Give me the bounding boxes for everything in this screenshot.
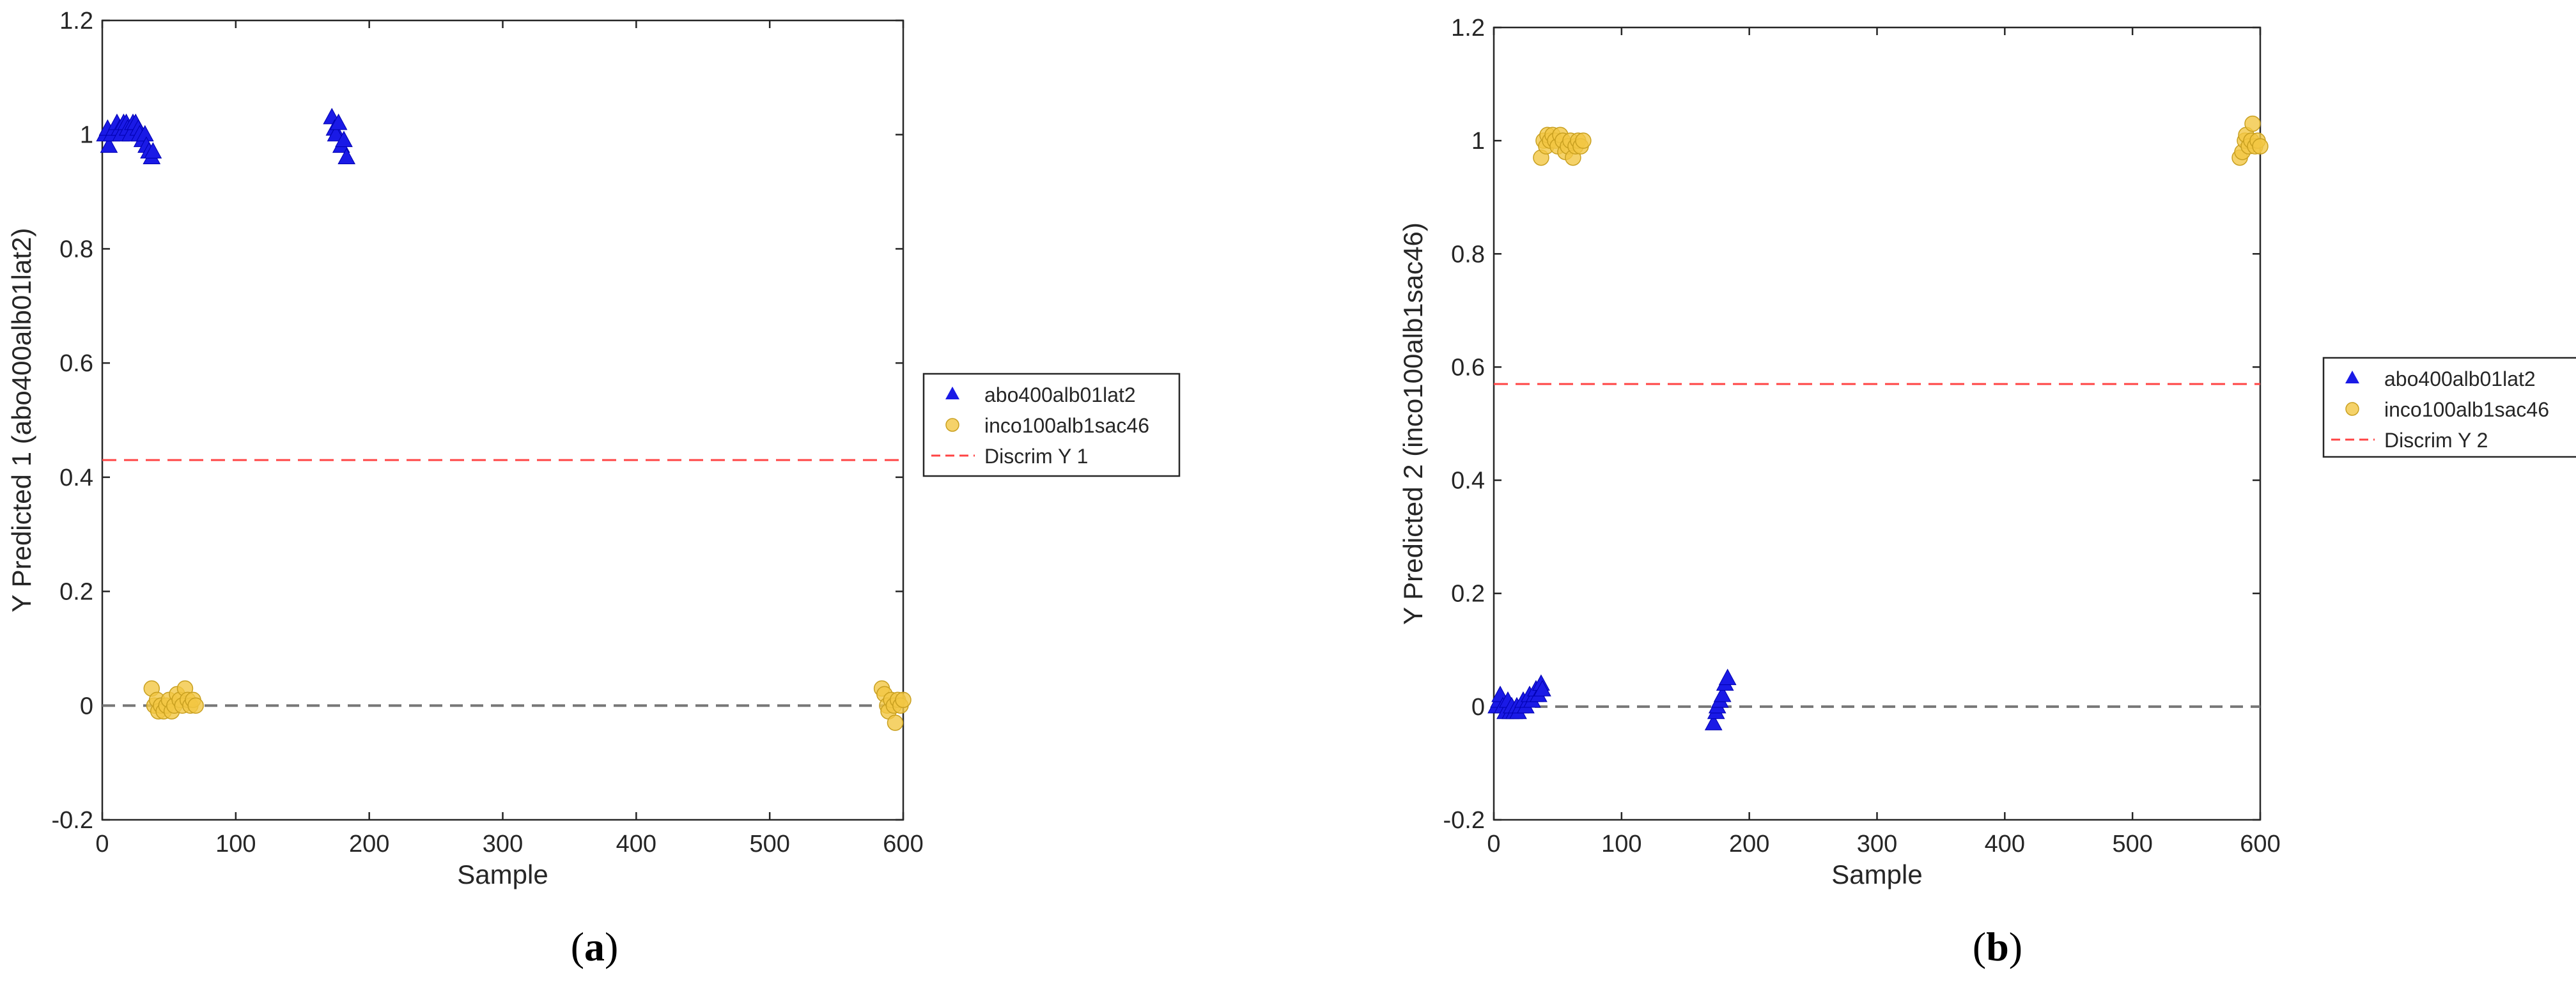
y-tick-label: -0.2	[1443, 807, 1485, 834]
data-point-triangle	[329, 113, 348, 130]
data-point-circle	[187, 697, 204, 714]
x-tick-label: 0	[1487, 831, 1500, 858]
data-point-triangle	[327, 125, 345, 142]
x-tick-label: 300	[483, 831, 523, 858]
data-point-circle	[1575, 132, 1592, 149]
legend-marker-circle	[2345, 402, 2359, 416]
x-tick-label: 400	[1985, 831, 2025, 858]
panel-caption: (b)	[1973, 924, 2022, 969]
legend-label: abo400alb01lat2	[984, 383, 1136, 406]
legend-marker-triangle	[945, 387, 959, 399]
plot-area	[1493, 26, 2262, 821]
y-tick-label: -0.2	[52, 807, 93, 834]
data-point-triangle	[1718, 668, 1737, 686]
x-tick-label: 0	[95, 831, 109, 858]
data-point-triangle	[100, 136, 118, 153]
caption-paren-open: (	[571, 924, 584, 969]
x-tick-label: 100	[1601, 831, 1641, 858]
y-tick-label: 1	[1471, 128, 1485, 155]
plot-area	[101, 19, 904, 821]
y-axis-label: Y Predicted 1 (abo400alb01lat2)	[6, 228, 36, 613]
caption-letter: b	[1986, 924, 2009, 969]
x-tick-label: 600	[883, 831, 923, 858]
data-point-triangle	[338, 148, 356, 164]
caption-paren-close: )	[605, 924, 618, 969]
panel-caption: (a)	[571, 924, 619, 969]
x-tick-label: 500	[749, 831, 789, 858]
x-tick-label: 500	[2112, 831, 2152, 858]
y-tick-label: 0.4	[59, 465, 93, 491]
y-tick-label: 1.2	[59, 8, 93, 35]
legend-label: abo400alb01lat2	[2384, 367, 2536, 390]
legend-label: inco100alb1sac46	[2384, 398, 2549, 421]
y-tick-label: 1.2	[1451, 15, 1485, 42]
y-tick-label: 0.6	[59, 350, 93, 377]
y-axis-label: Y Predicted 2 (inco100alb1sac46)	[1398, 222, 1428, 625]
legend-box	[922, 373, 1181, 477]
y-tick-label: 0.2	[59, 579, 93, 606]
x-tick-label: 400	[616, 831, 656, 858]
x-tick-label: 600	[2240, 831, 2280, 858]
x-tick-label: 200	[349, 831, 389, 858]
data-point-triangle	[1704, 714, 1723, 730]
y-tick-label: 1	[80, 122, 93, 149]
data-point-triangle	[144, 142, 162, 159]
y-tick-label: 0.6	[1451, 354, 1485, 381]
y-tick-label: 0.2	[1451, 581, 1485, 608]
x-tick-label: 100	[215, 831, 256, 858]
x-axis-label: Sample	[457, 859, 548, 889]
y-tick-label: 0	[80, 693, 93, 719]
data-point-circle	[895, 691, 912, 709]
chart-panel-b: 0 100 200 300 400 500 600-0.200.20.40.60.811.2…	[1398, 15, 2576, 969]
y-tick-label: 0.8	[59, 236, 93, 263]
x-tick-label: 200	[1729, 831, 1769, 858]
legend: abo400alb01lat2 inco100alb1sac46 Discrim Y…	[922, 373, 1181, 477]
x-tick-label: 300	[1857, 831, 1897, 858]
legend-label: Discrim Y 1	[984, 445, 1088, 468]
y-tick-label: 0.4	[1451, 468, 1485, 495]
legend: abo400alb01lat2 inco100alb1sac46 Discrim Y…	[2322, 357, 2576, 458]
y-tick-label: 0.8	[1451, 241, 1485, 268]
y-tick-label: 0	[1471, 694, 1485, 721]
data-point-triangle	[1533, 680, 1551, 696]
caption-letter: a	[584, 924, 605, 969]
data-point-circle	[2252, 138, 2269, 155]
data-point-triangle	[1713, 686, 1732, 702]
caption-paren-open: (	[1973, 924, 1986, 969]
legend-marker-triangle	[2345, 371, 2359, 383]
legend-marker-circle	[945, 418, 959, 432]
chart-panel-a: 0 100 200 300 400 500 600-0.200.20.40.60.811.2…	[6, 8, 1181, 969]
caption-paren-close: )	[2009, 924, 2022, 969]
legend-label: inco100alb1sac46	[984, 414, 1149, 437]
data-point-circle	[887, 714, 904, 731]
data-point-triangle	[335, 130, 353, 148]
legend-label: Discrim Y 2	[2384, 429, 2488, 452]
x-axis-label: Sample	[1831, 859, 1922, 889]
data-point-circle	[2244, 115, 2261, 132]
